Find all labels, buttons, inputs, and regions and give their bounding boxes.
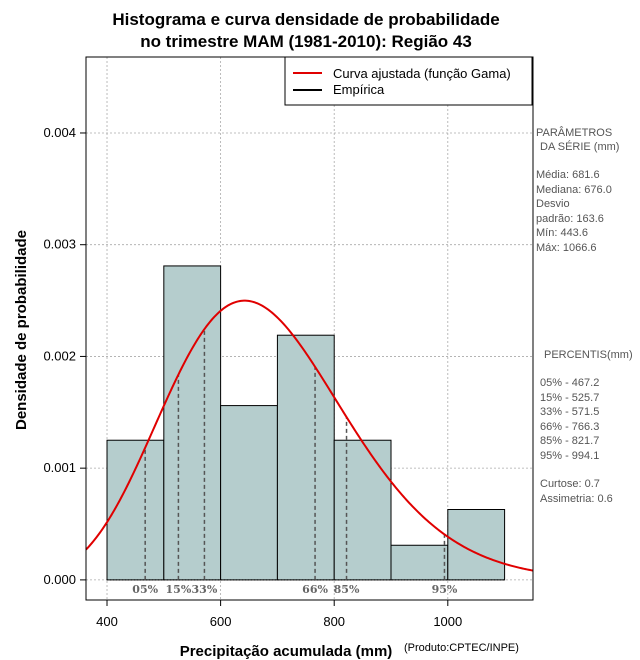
y-tick-label-2: 0.002 — [43, 348, 76, 363]
x-tick-label-1: 600 — [210, 614, 232, 629]
histogram-bar-1 — [163, 265, 222, 581]
percentil-33: 33% - 571.5 — [540, 406, 599, 418]
percentile-label-1: 15% — [166, 583, 192, 596]
x-tick-label-2: 800 — [323, 614, 345, 629]
histogram-bar-6 — [447, 509, 506, 581]
chart-title-line2: no trimestre MAM (1981-2010): Região 43 — [140, 32, 472, 51]
gamma-curve — [85, 299, 534, 572]
percentil-66: 66% - 766.3 — [540, 421, 599, 433]
percentile-label-3: 66% — [302, 583, 328, 596]
histogram-bar-3 — [276, 334, 335, 581]
params-title-1: PARÂMETROS — [536, 126, 612, 139]
histogram-bar-0 — [106, 439, 165, 581]
percentis-title: PERCENTIS(mm) — [544, 349, 633, 361]
histogram-bar-4 — [333, 439, 392, 581]
percentile-label-0: 05% — [132, 583, 158, 596]
params-title-2: DA SÉRIE (mm) — [540, 140, 619, 153]
param-mean: Média: 681.6 — [536, 169, 600, 181]
param-sd-label: Desvio — [536, 198, 570, 210]
legend-box — [284, 56, 533, 106]
percentile-label-5: 95% — [432, 583, 458, 596]
param-median: Mediana: 676.0 — [536, 184, 612, 196]
x-axis-label: Precipitação acumulada (mm) — [180, 643, 393, 660]
chart-title-line1: Histograma e curva densidade de probabil… — [112, 10, 499, 29]
histogram-bar-5 — [390, 544, 449, 581]
x-tick-label-0: 400 — [96, 614, 118, 629]
percentil-95: 95% - 994.1 — [540, 450, 599, 462]
stat-skewness: Assimetria: 0.6 — [540, 493, 613, 505]
legend-label-empirical: Empírica — [333, 82, 385, 97]
series-parameters-panel: PARÂMETROS DA SÉRIE (mm) Média: 681.6 Me… — [536, 126, 619, 254]
y-tick-label-4: 0.004 — [43, 125, 76, 140]
stat-kurtosis: Curtose: 0.7 — [540, 478, 600, 490]
param-sd-value: padrão: 163.6 — [536, 213, 604, 225]
product-credit: (Produto:CPTEC/INPE) — [404, 642, 519, 654]
axes: 400 600 800 1000 0.000 0.001 0.002 0.003 0.004 — [43, 125, 462, 629]
x-tick-label-3: 1000 — [433, 614, 462, 629]
y-tick-label-1: 0.001 — [43, 460, 76, 475]
y-tick-label-0: 0.000 — [43, 572, 76, 587]
legend: Curva ajustada (função Gama) Empírica — [284, 56, 533, 106]
percentile-label-4: 85% — [334, 583, 360, 596]
y-axis-label: Densidade de probabilidade — [13, 230, 30, 430]
y-tick-label-3: 0.003 — [43, 237, 76, 252]
percentil-05: 05% - 467.2 — [540, 377, 599, 389]
histogram-bar-2 — [220, 405, 278, 581]
percentile-label-2: 33% — [192, 583, 218, 596]
percentil-15: 15% - 525.7 — [540, 392, 599, 404]
histogram-bars — [106, 265, 506, 581]
param-max: Máx: 1066.6 — [536, 242, 597, 254]
legend-label-gamma: Curva ajustada (função Gama) — [333, 66, 511, 81]
percentiles-panel: PERCENTIS(mm) 05% - 467.2 15% - 525.7 33… — [540, 349, 633, 505]
percentil-85: 85% - 821.7 — [540, 435, 599, 447]
curve-layer — [85, 299, 534, 572]
percentile-markers: 05% 15% 33% 66% 85% 95% — [132, 329, 458, 596]
param-min: Mín: 443.6 — [536, 227, 588, 239]
